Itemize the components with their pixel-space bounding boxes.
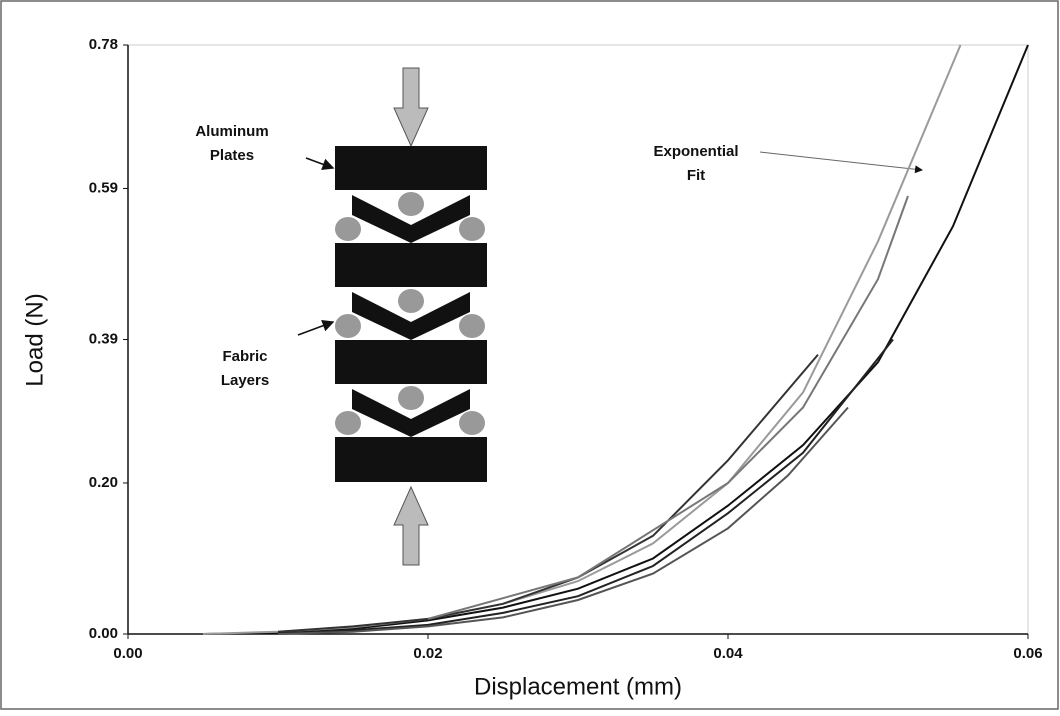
annotation: Fabric Layers	[221, 348, 269, 389]
annotation-line: Fit	[687, 167, 705, 184]
annotation-line: Fabric	[222, 348, 267, 365]
inset-diagram	[297, 67, 923, 566]
y-axis-label: Load (N)	[21, 293, 48, 386]
annotation-line: Exponential	[653, 143, 738, 160]
annotation: Aluminum Plates	[195, 123, 268, 164]
x-tick-label: 0.04	[713, 645, 743, 662]
annotation: Exponential Fit	[653, 143, 738, 184]
y-tick-label: 0.20	[89, 474, 118, 491]
x-tick-label: 0.02	[413, 645, 442, 662]
y-tick-label: 0.00	[89, 625, 118, 642]
annotation-line: Plates	[210, 147, 254, 164]
y-tick-label: 0.39	[89, 330, 118, 347]
y-tick-label: 0.59	[89, 179, 118, 196]
x-axis-label: Displacement (mm)	[474, 673, 682, 700]
data-line	[277, 338, 894, 635]
y-tick-label: 0.78	[89, 36, 118, 53]
data-line	[202, 44, 1029, 635]
x-tick-label: 0.06	[1013, 645, 1042, 662]
annotation-line: Layers	[221, 372, 269, 389]
data-line	[277, 406, 849, 635]
x-tick-label: 0.00	[113, 645, 142, 662]
data-line	[427, 195, 909, 620]
annotation-line: Aluminum	[195, 123, 268, 140]
